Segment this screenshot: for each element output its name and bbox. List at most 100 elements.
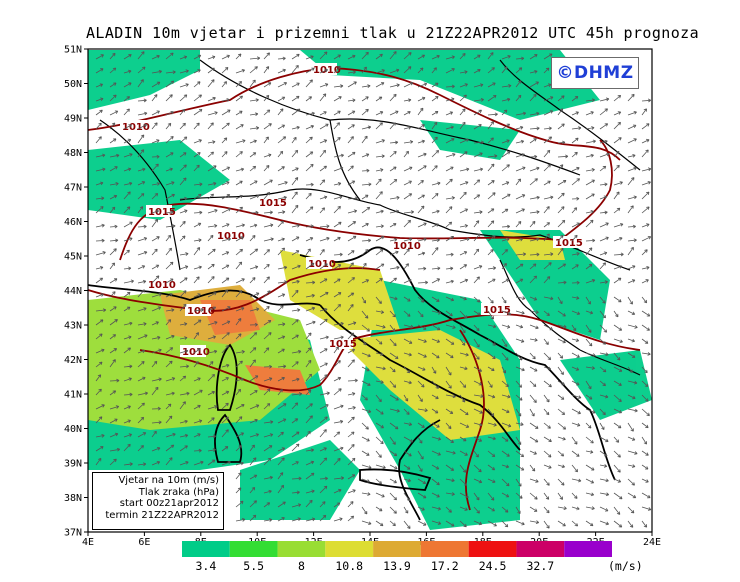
wind-arrow xyxy=(627,450,638,455)
wind-arrow xyxy=(529,296,538,301)
wind-arrow xyxy=(207,321,218,326)
wind-arrow xyxy=(375,492,385,498)
wind-arrow xyxy=(319,501,326,508)
wind-arrow xyxy=(431,181,441,186)
wind-arrow xyxy=(613,338,623,343)
wind-arrow xyxy=(361,249,369,256)
wind-arrow xyxy=(305,206,314,214)
wind-arrow xyxy=(431,247,439,256)
wind-arrow xyxy=(375,436,384,445)
wind-arrow xyxy=(207,306,217,312)
wind-arrow xyxy=(585,179,595,186)
wind-arrow xyxy=(165,415,173,424)
wind-arrow xyxy=(319,263,328,270)
wind-arrow xyxy=(431,520,442,525)
wind-arrow xyxy=(417,237,427,242)
wind-arrow xyxy=(599,280,608,285)
wind-arrow xyxy=(235,180,243,186)
wind-arrow xyxy=(193,109,203,116)
wind-arrow xyxy=(487,450,496,457)
wind-arrow xyxy=(515,492,523,499)
wind-arrow xyxy=(403,352,412,357)
legend-color-swatch xyxy=(277,541,326,557)
wind-arrow xyxy=(109,248,117,256)
wind-arrow xyxy=(375,520,384,527)
wind-arrow xyxy=(137,193,145,200)
wind-arrow xyxy=(375,352,384,356)
wind-arrow xyxy=(557,154,569,159)
info-line: start 00z21apr2012 xyxy=(119,498,219,509)
wind-arrow xyxy=(487,464,496,471)
wind-arrow xyxy=(585,338,593,347)
wind-arrow xyxy=(487,478,496,483)
wind-arrow xyxy=(361,338,367,346)
wind-arrow xyxy=(193,348,201,354)
wind-arrow xyxy=(291,392,303,396)
wind-arrow xyxy=(585,111,594,116)
wind-arrow xyxy=(557,310,566,317)
wind-arrow xyxy=(473,248,480,256)
wind-arrow xyxy=(95,388,102,396)
wind-arrow xyxy=(305,347,312,354)
wind-arrow xyxy=(193,81,201,88)
wind-arrow xyxy=(529,220,536,228)
wind-arrow xyxy=(529,436,539,443)
isobar-label-item: 1010 xyxy=(180,345,210,358)
wind-arrow xyxy=(431,324,441,331)
wind-arrow xyxy=(165,152,174,158)
wind-arrow xyxy=(319,68,329,74)
wind-arrow xyxy=(249,223,258,228)
wind-arrow xyxy=(557,296,563,305)
wind-arrow xyxy=(529,352,536,360)
wind-arrow xyxy=(473,194,481,200)
wind-arrow xyxy=(361,153,370,158)
wind-arrow xyxy=(641,123,650,130)
wind-arrow xyxy=(571,520,579,527)
wind-arrow xyxy=(515,263,524,270)
wind-arrow xyxy=(417,82,428,88)
wind-arrow xyxy=(431,238,440,243)
wind-arrow xyxy=(375,408,384,415)
wind-arrow xyxy=(473,276,480,284)
wind-arrow xyxy=(375,478,382,485)
wind-arrow xyxy=(515,352,523,361)
lat-tick-label: 43N xyxy=(64,321,82,332)
wind-arrow xyxy=(445,84,455,89)
wind-arrow xyxy=(459,464,467,473)
wind-arrow xyxy=(431,422,440,428)
wind-arrow xyxy=(165,247,172,256)
wind-arrow xyxy=(487,208,495,214)
wind-arrow xyxy=(207,292,217,298)
wind-arrow xyxy=(459,167,470,172)
wind-arrow xyxy=(501,408,510,414)
wind-arrow xyxy=(613,181,623,186)
wind-arrow xyxy=(501,520,509,528)
wind-arrow xyxy=(221,54,230,60)
wind-arrow xyxy=(431,54,440,60)
wind-arrow xyxy=(375,82,385,88)
wind-arrow xyxy=(193,182,203,187)
wind-arrow xyxy=(599,506,609,512)
wind-arrow xyxy=(501,193,511,200)
isobar-label-item: 1015 xyxy=(146,205,176,218)
wind-arrow xyxy=(179,220,186,228)
wind-arrow xyxy=(137,376,146,382)
wind-arrow xyxy=(543,296,554,301)
wind-arrow xyxy=(249,307,260,312)
wind-arrow xyxy=(193,94,202,102)
wind-arrow xyxy=(249,375,259,382)
wind-arrow xyxy=(291,204,299,214)
lat-tick-label: 48N xyxy=(64,148,82,159)
wind-arrow xyxy=(431,450,441,456)
wind-arrow xyxy=(361,422,369,430)
wind-arrow xyxy=(263,403,271,410)
wind-arrow xyxy=(641,506,652,511)
wind-arrow xyxy=(249,322,258,327)
wind-arrow xyxy=(473,352,480,360)
legend-unit-label: (m/s) xyxy=(608,559,643,573)
wind-arrow xyxy=(333,419,344,424)
wind-arrow xyxy=(473,152,483,158)
wind-arrow xyxy=(459,251,468,256)
wind-arrow xyxy=(235,307,245,312)
wind-arrow xyxy=(529,195,540,200)
